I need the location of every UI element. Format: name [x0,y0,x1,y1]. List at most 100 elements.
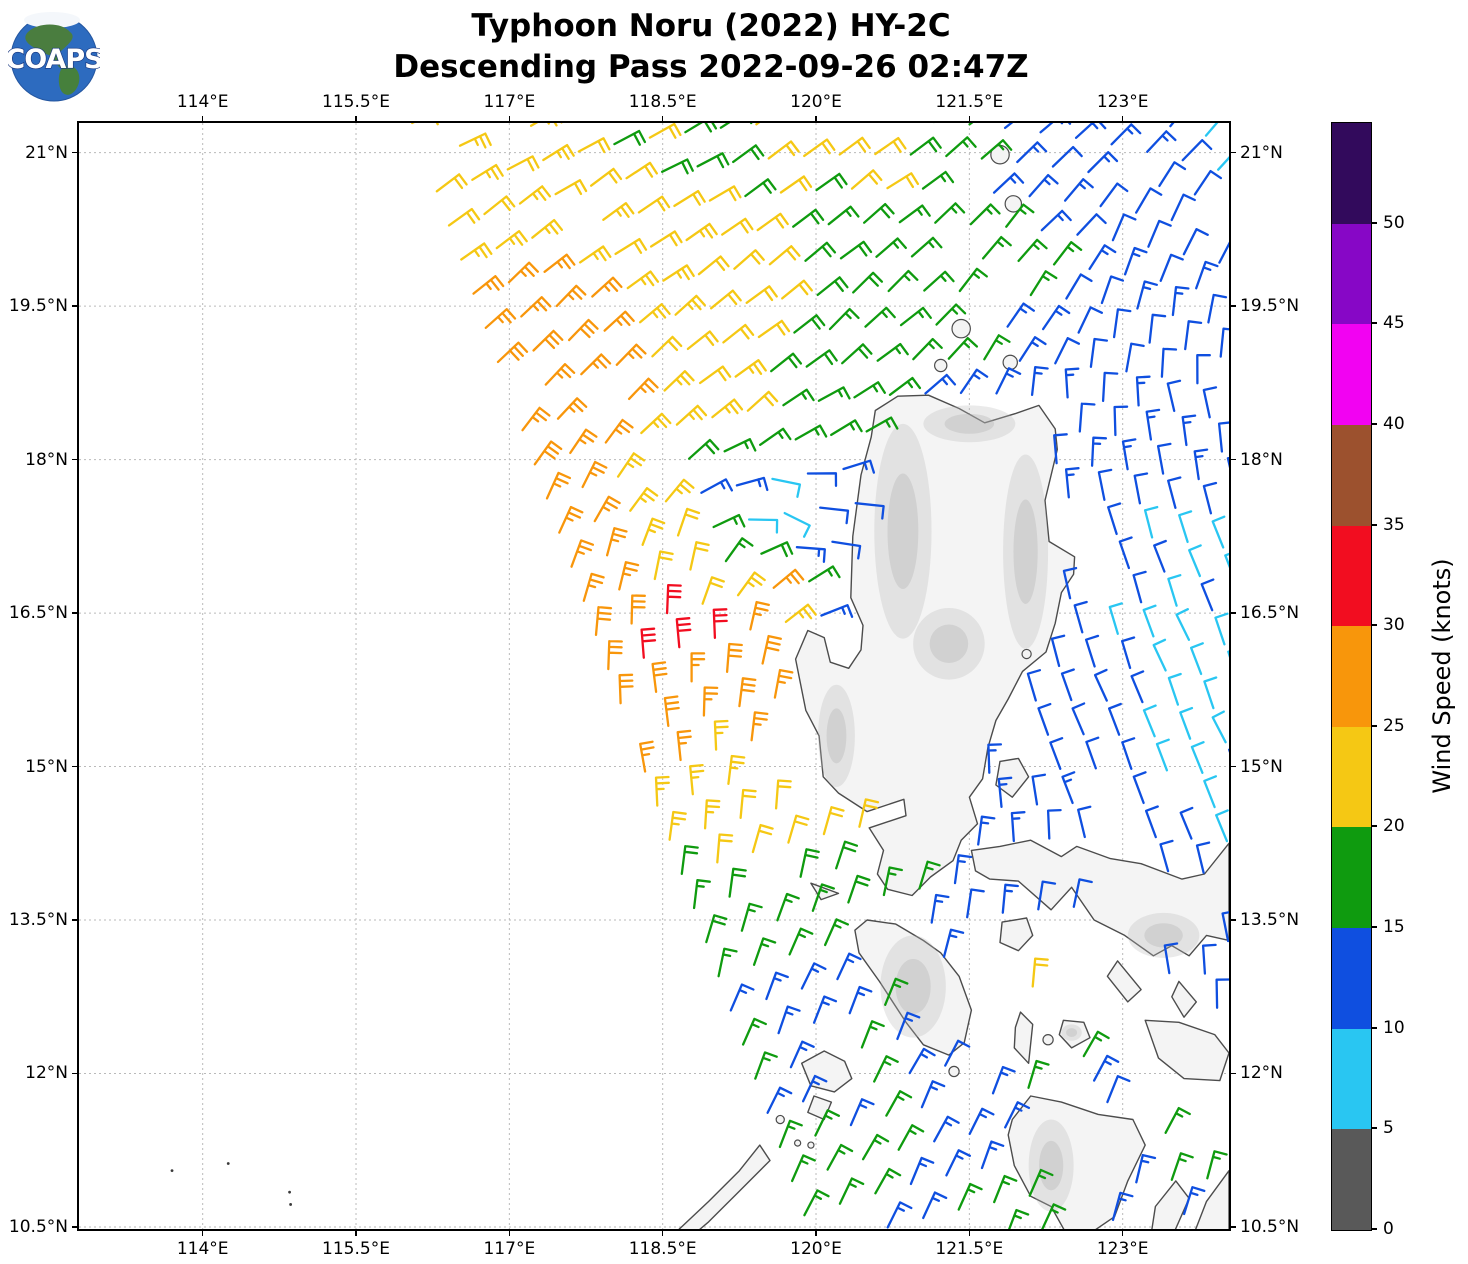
colorbar-tick-label: 30 [1383,615,1405,636]
wind-barb [1064,367,1080,399]
wind-barb [864,306,896,328]
wind-barb [860,1020,885,1049]
wind-barb [924,373,957,395]
wind-barb [790,1154,816,1183]
wind-barb [741,1017,767,1046]
tick-left [72,919,78,921]
wind-barb [556,397,588,420]
wind-barb [800,962,827,990]
wind-barb [533,440,563,466]
logo-central-america [51,54,66,68]
wind-barb [717,947,738,978]
wind-barb [783,511,811,538]
wind-barb [1145,408,1161,441]
wind-barb [1193,169,1223,196]
wind-barb [799,848,820,878]
wind-barb [1089,337,1109,368]
wind-barb [702,686,719,717]
lon-label-top: 117°E [483,92,536,112]
colorbar-tick-label: 15 [1383,917,1405,938]
tick-left [72,1072,78,1075]
island-burias [1106,960,1142,1003]
wind-barb [987,743,1003,774]
wind-barb [1195,260,1219,290]
wind-barb [747,518,779,534]
wind-barb [1077,306,1104,334]
wind-barb [629,487,659,512]
wind-barb [1227,650,1229,658]
wind-barb [801,1074,828,1103]
wind-barb [977,815,996,846]
island-tablas [1013,1011,1034,1064]
wind-barb [772,568,805,589]
lat-label-right: 15°N [1240,756,1283,777]
tick-left [72,765,78,768]
wind-barb [582,572,605,602]
wind-barb [735,476,769,492]
wind-barb [874,1167,902,1195]
wind-barb [1170,1152,1194,1181]
wind-barb [1159,253,1184,282]
landmasses [678,394,1229,1229]
tick-left [72,1226,78,1228]
coaps-logo-icon: COAPS [8,12,100,102]
wind-barb [884,977,909,1006]
wind-barb [1170,193,1196,222]
wind-barb [1028,173,1059,198]
lon-label-top: 118.5°E [628,92,697,112]
wind-barb [708,185,742,202]
lat-label-left: 12°N [25,1063,68,1084]
wind-barb [1001,883,1019,914]
wind-barb [674,294,706,316]
tick-right [1230,612,1236,614]
wind-barb [545,471,572,500]
wind-barb [1040,209,1072,232]
lat-label-left: 19.5°N [8,296,68,317]
logo-north-america [25,24,73,56]
wind-barb [1062,566,1078,600]
wind-barb [835,840,859,870]
wind-barb [1196,354,1211,385]
wind-barb [580,353,612,376]
wind-barb [529,123,563,127]
lon-label-top: 115.5°E [322,92,390,112]
wind-barb [852,271,884,294]
wind-barb [897,1124,925,1151]
wind-barb [1064,467,1080,499]
colorbar-tick [1371,1026,1377,1029]
colorbar-tick [1371,523,1377,526]
wind-barb [1207,293,1228,324]
colorbar [1331,122,1372,1231]
wind-barb [736,571,766,597]
wind-barb [838,1177,865,1205]
wind-barb [1090,436,1108,467]
lat-label-right: 13.5°N [1240,910,1300,931]
lon-label-bottom: 117°E [483,1239,536,1259]
wind-barb [675,404,708,426]
wind-barb [1203,676,1218,710]
wind-barb [521,406,551,432]
wind-barb [1030,365,1049,397]
colorbar-bin-20-25 [1332,726,1371,828]
wind-barb [822,806,845,836]
plot-title: Typhoon Noru (2022) HY-2C Descending Pas… [393,6,1028,88]
wind-barb [912,337,943,361]
wind-barb [1224,552,1229,569]
wind-barb [725,642,743,674]
wind-barb [722,323,755,344]
wind-barb [581,460,608,489]
wind-barb [651,335,683,358]
wind-barb [1097,468,1113,501]
wind-barb [750,711,769,742]
wind-barb [849,1098,875,1127]
colorbar-tick [1371,624,1377,627]
wind-barb [980,139,1013,160]
wind-barb [1143,505,1159,539]
wind-barb [744,178,777,198]
wind-barb [1046,808,1062,840]
wind-barb [719,123,753,129]
wind-barb [692,879,711,910]
wind-barb [980,1140,1005,1170]
wind-barb [1101,371,1119,403]
wind-barb [626,270,660,290]
